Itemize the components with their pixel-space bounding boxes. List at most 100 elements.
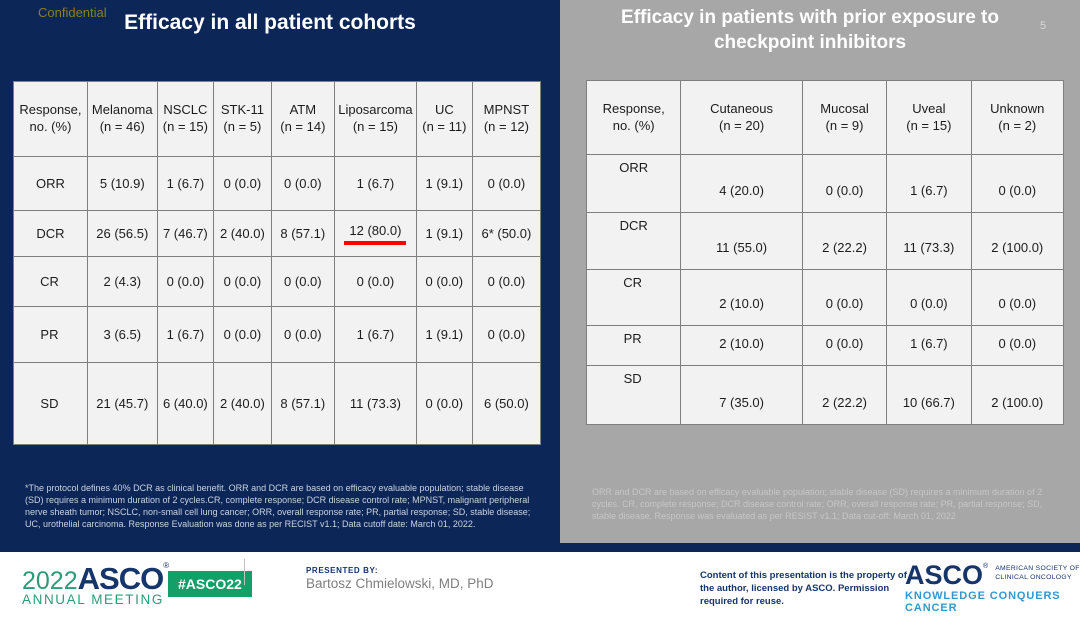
data-cell: 0 (0.0) (270, 156, 336, 211)
column-header: Response, no. (%) (13, 81, 88, 157)
data-cell: 12 (80.0) (334, 210, 417, 257)
column-header-name: STK-11 (220, 102, 264, 118)
asco-society-logo: ASCO ® AMERICAN SOCIETY OF CLINICAL ONCO… (905, 560, 1080, 615)
table-row: ORR 5 (10.9) 1 (6.7) 0 (0.0) 0 (0.0) 1 (6.7) 1… (13, 156, 542, 211)
meeting-logo-top: 2022ASCO® (22, 561, 169, 597)
presented-by-block: PRESENTED BY: Bartosz Chmielowski, MD, P… (306, 566, 494, 591)
table-row: DCR 26 (56.5) 7 (46.7) 2 (40.0) 8 (57.1) 12 (… (13, 210, 542, 257)
data-cell: 0 (0.0) (471, 256, 542, 307)
column-header: Uveal (n = 15) (886, 80, 972, 155)
highlighted-value: 12 (80.0) (344, 223, 407, 245)
column-header: ATM (n = 14) (270, 81, 336, 157)
data-cell: 0 (0.0) (334, 256, 417, 307)
asco-tagline: KNOWLEDGE CONQUERS CANCER (905, 590, 1061, 614)
all-cohorts-table: Response, no. (%) Melanoma (n = 46) NSCLC (n … (13, 81, 542, 445)
row-label: PR (585, 325, 682, 366)
data-cell: 6 (40.0) (156, 362, 215, 445)
data-cell: 1 (6.7) (886, 325, 972, 366)
data-cell: 2 (10.0) (680, 325, 803, 366)
row-label: DCR (13, 210, 88, 257)
right-panel-footnote: ORR and DCR are based on efficacy evalua… (592, 487, 1043, 521)
column-header-name: Mucosal (820, 100, 869, 116)
column-header-n: (n = 15) (352, 119, 399, 134)
data-cell: 0 (0.0) (213, 256, 272, 307)
header-row: Response, no. (%) Cutaneous (n = 20) Mucosal… (585, 80, 1065, 155)
data-cell: 1 (9.1) (415, 210, 473, 257)
footer-divider (244, 559, 245, 585)
data-cell: 2 (22.2) (801, 212, 888, 270)
asco-annual-meeting-logo: 2022ASCO® ANNUAL MEETING (22, 561, 169, 607)
table-row: DCR 11 (55.0) 2 (22.2) 11 (73.3) 2 (100.0) (585, 212, 1065, 270)
data-cell: 1 (9.1) (415, 156, 473, 211)
column-header: NSCLC (n = 15) (156, 81, 215, 157)
table-row: CR 2 (4.3) 0 (0.0) 0 (0.0) 0 (0.0) 0 (0.0) 0 (… (13, 256, 542, 307)
meeting-asco-wordmark: ASCO (77, 561, 165, 596)
presenter-name: Bartosz Chmielowski, MD, PhD (306, 576, 494, 591)
data-cell: 0 (0.0) (415, 362, 473, 445)
data-cell: 1 (6.7) (334, 306, 417, 363)
presented-by-label: PRESENTED BY: (306, 566, 379, 575)
data-cell: 0 (0.0) (970, 154, 1065, 213)
data-cell: 0 (0.0) (886, 269, 972, 326)
data-cell: 3 (6.5) (86, 306, 158, 363)
column-header: Melanoma (n = 46) (86, 81, 158, 157)
column-header-n: (n = 5) (223, 119, 262, 134)
column-header: STK-11 (n = 5) (213, 81, 272, 157)
data-cell: 1 (9.1) (415, 306, 473, 363)
data-cell: 2 (4.3) (86, 256, 158, 307)
column-header-n: (n = 46) (99, 119, 145, 134)
society-name-line2: CLINICAL ONCOLOGY (995, 573, 1072, 581)
society-name: AMERICAN SOCIETY OF CLINICAL ONCOLOGY (995, 565, 1080, 583)
registered-mark-icon: ® (163, 561, 170, 570)
row-label: SD (13, 362, 88, 445)
data-cell: 26 (56.5) (86, 210, 158, 257)
table-row: ORR 4 (20.0) 0 (0.0) 1 (6.7) 0 (0.0) (585, 154, 1065, 213)
column-header-name: Response, (602, 100, 665, 116)
row-label: CR (585, 269, 682, 326)
data-cell: 6* (50.0) (471, 210, 542, 257)
data-cell: 2 (100.0) (970, 212, 1065, 270)
data-cell: 0 (0.0) (801, 154, 888, 213)
table-row: SD 21 (45.7) 6 (40.0) 2 (40.0) 8 (57.1) 11 (7… (13, 362, 542, 445)
confidential-label: Confidential (38, 5, 107, 20)
row-label: ORR (585, 154, 682, 213)
data-table: Response, no. (%) Cutaneous (n = 20) Mucosal… (585, 80, 1065, 425)
data-cell: 0 (0.0) (270, 306, 336, 363)
data-cell: 0 (0.0) (471, 156, 542, 211)
column-header-n: no. (%) (29, 119, 72, 134)
data-cell: 0 (0.0) (156, 256, 215, 307)
data-cell: 11 (73.3) (886, 212, 972, 270)
data-cell: 0 (0.0) (213, 306, 272, 363)
column-header: Cutaneous (n = 20) (680, 80, 803, 155)
column-header-n: (n = 11) (422, 119, 467, 134)
left-panel-title: Efficacy in all patient cohorts (124, 11, 416, 34)
data-cell: 2 (40.0) (213, 362, 272, 445)
column-header: Response, no. (%) (585, 80, 682, 155)
data-cell: 0 (0.0) (270, 256, 336, 307)
right-panel-title: Efficacy in patients with prior exposure… (621, 7, 999, 53)
column-header-name: ATM (289, 102, 317, 118)
data-cell: 2 (22.2) (801, 365, 888, 425)
prior-exposure-table: Response, no. (%) Cutaneous (n = 20) Mucosal… (585, 80, 1065, 425)
column-header-name: Cutaneous (710, 100, 774, 116)
column-header-n: (n = 12) (483, 119, 529, 134)
data-cell: 0 (0.0) (213, 156, 272, 211)
column-header: MPNST (n = 12) (471, 81, 542, 157)
row-label: SD (585, 365, 682, 425)
column-header: UC (n = 11) (415, 81, 473, 157)
header-row: Response, no. (%) Melanoma (n = 46) NSCLC (n … (13, 81, 542, 157)
table-row: PR 3 (6.5) 1 (6.7) 0 (0.0) 0 (0.0) 1 (6.7) 1 (… (13, 306, 542, 363)
column-header: Unknown (n = 2) (970, 80, 1065, 155)
data-cell: 7 (46.7) (156, 210, 215, 257)
society-name-line1: AMERICAN SOCIETY OF (995, 565, 1080, 572)
data-cell: 2 (40.0) (213, 210, 272, 257)
data-cell: 1 (6.7) (334, 156, 417, 211)
column-header-n: (n = 2) (998, 117, 1037, 133)
data-cell: 10 (66.7) (886, 365, 972, 425)
data-cell: 5 (10.9) (86, 156, 158, 211)
data-cell: 0 (0.0) (801, 269, 888, 326)
asco-wordmark: ASCO (905, 560, 984, 590)
column-header-name: UC (434, 102, 454, 118)
data-cell: 2 (100.0) (970, 365, 1065, 425)
